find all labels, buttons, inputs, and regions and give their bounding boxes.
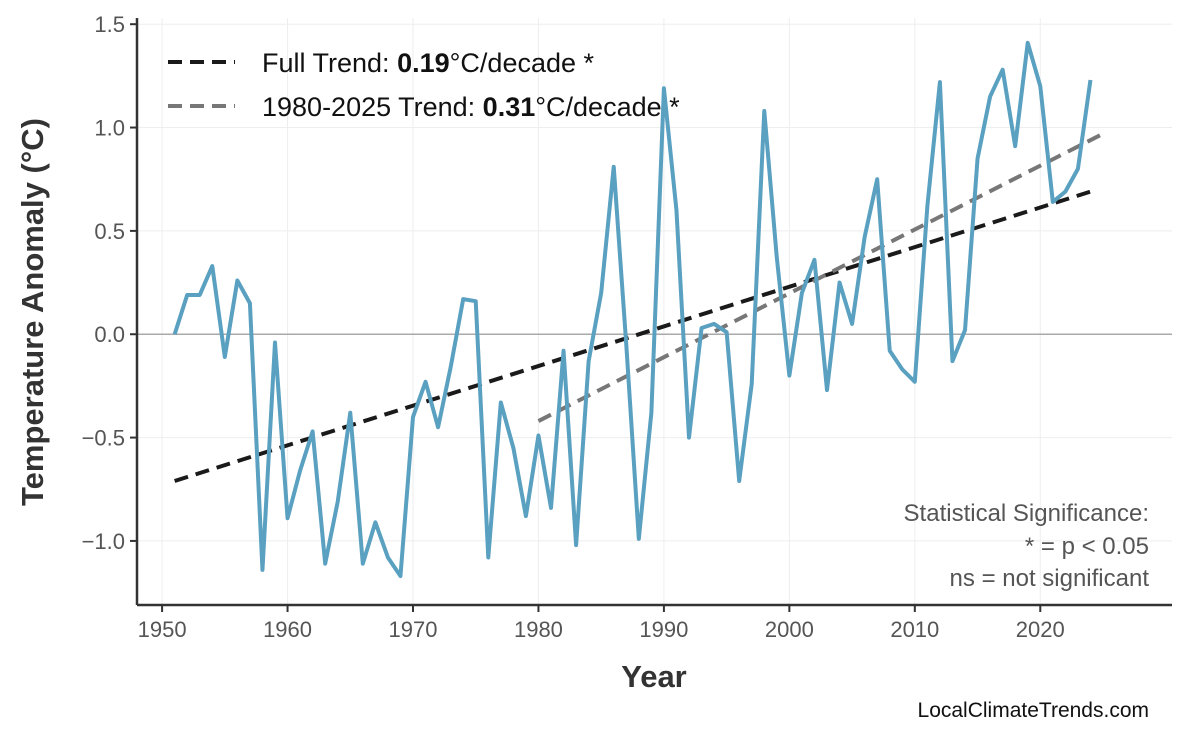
x-tick-label: 1950 (138, 617, 187, 642)
data-points (174, 42, 1091, 577)
credit-text: LocalClimateTrends.com (918, 699, 1149, 722)
full-trend-line (174, 189, 1092, 483)
y-tick-label: 0.5 (94, 219, 125, 244)
x-tick-label: 2020 (1016, 617, 1065, 642)
y-tick-label: 1.5 (94, 12, 125, 37)
y-tick-label: 0.0 (94, 322, 125, 347)
significance-title: Statistical Significance: (904, 500, 1149, 527)
legend-label-1980: 1980-2025 Trend: 0.31°C/decade * (262, 92, 680, 122)
significance-star: * = p < 0.05 (1025, 533, 1149, 560)
y-axis-label: Temperature Anomaly (°C) (15, 118, 50, 506)
series-line (172, 40, 1093, 579)
x-tick-label: 1990 (639, 617, 688, 642)
trend-lines (174, 131, 1104, 483)
x-tick-label: 2010 (890, 617, 939, 642)
x-tick-label: 2000 (765, 617, 814, 642)
significance-ns: ns = not significant (950, 565, 1150, 592)
x-tick-label: 1980 (514, 617, 563, 642)
x-tick-label: 1970 (389, 617, 438, 642)
y-tick-label: −0.5 (82, 426, 125, 451)
x-axis-label: Year (621, 659, 687, 694)
y-tick-label: −1.0 (82, 529, 125, 554)
y-tick-label: 1.0 (94, 116, 125, 141)
legend: Full Trend: 0.19°C/decade * 1980-2025 Tr… (168, 48, 680, 122)
x-ticks: 1950 1960 1970 1980 1990 2000 2010 2020 (138, 605, 1065, 642)
y-ticks: −1.0 −0.5 0.0 0.5 1.0 1.5 (82, 12, 137, 554)
recent-trend-line (537, 131, 1104, 423)
legend-label-full: Full Trend: 0.19°C/decade * (262, 48, 595, 78)
x-tick-label: 1960 (263, 617, 312, 642)
